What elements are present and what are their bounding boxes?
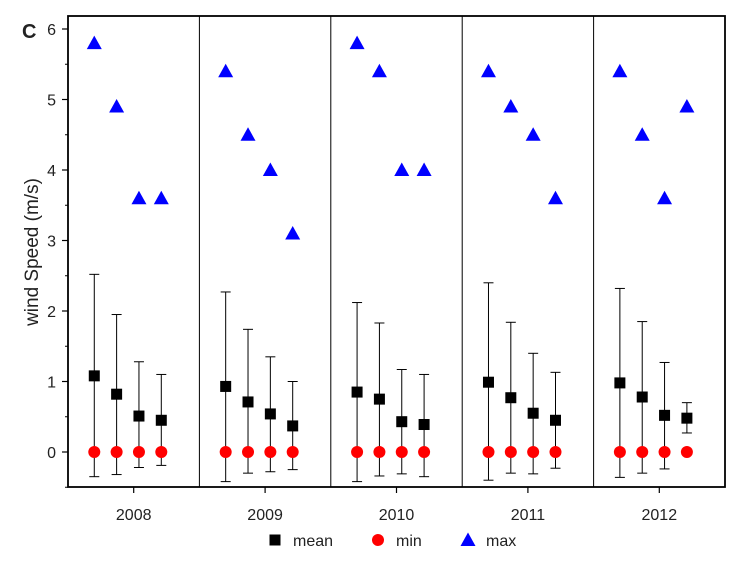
min-point — [504, 446, 517, 458]
y-axis-label: wind Speed (m/s) — [22, 178, 43, 327]
min-point — [286, 446, 299, 458]
mean-point — [614, 377, 626, 389]
max-point — [525, 127, 541, 141]
max-point — [634, 127, 650, 141]
mean-point — [527, 407, 539, 419]
legend-label-max: max — [486, 533, 516, 550]
mean-point — [242, 396, 254, 408]
min-point — [482, 446, 495, 458]
mean-point — [133, 410, 145, 422]
max-point — [131, 190, 147, 205]
min-point — [613, 446, 626, 458]
min-point — [636, 446, 649, 458]
mean-point — [287, 420, 299, 432]
y-tick-label: 1 — [47, 375, 56, 392]
max-point — [285, 225, 301, 240]
min-point — [549, 446, 562, 458]
x-tick-label: 2009 — [247, 507, 283, 524]
min-point — [132, 446, 145, 458]
mean-point — [659, 409, 671, 421]
plot-area: 0 1 2 3 4 5 6 2008 2009 2010 2011 2012 — [47, 15, 726, 524]
x-tick-label: 2012 — [642, 507, 678, 524]
legend-marker-min — [372, 534, 384, 546]
max-point — [262, 162, 278, 176]
max-point — [394, 162, 410, 176]
max-point — [679, 99, 695, 113]
max-point — [480, 63, 496, 78]
legend: mean min max — [269, 532, 516, 550]
x-tick-label: 2010 — [379, 507, 415, 524]
min-point — [658, 446, 671, 458]
min-point — [373, 446, 386, 458]
mean-point — [88, 370, 100, 382]
max-point — [612, 63, 628, 78]
panel-letter: C — [22, 21, 36, 43]
min-point — [395, 446, 408, 458]
min-point — [351, 446, 364, 458]
max-point — [371, 63, 387, 78]
y-tick-label: 0 — [47, 445, 56, 462]
min-point — [527, 446, 540, 458]
mean-point — [636, 391, 648, 403]
mean-point — [155, 414, 167, 426]
mean-point — [396, 416, 408, 428]
legend-label-mean: mean — [293, 533, 333, 550]
legend-marker-max — [460, 532, 476, 546]
max-point — [240, 127, 256, 141]
min-point — [88, 446, 101, 458]
max-point — [109, 99, 125, 113]
max-point — [547, 190, 563, 205]
mean-point — [418, 419, 430, 431]
y-tick-label: 2 — [47, 304, 56, 321]
mean-point — [505, 392, 517, 404]
max-point — [657, 190, 673, 205]
y-tick-label: 6 — [47, 22, 56, 39]
x-tick-label: 2011 — [511, 507, 546, 524]
x-tick-label: 2008 — [116, 507, 152, 524]
mean-point — [681, 412, 693, 424]
min-point — [155, 446, 168, 458]
min-point — [264, 446, 277, 458]
mean-point — [111, 388, 123, 400]
max-point — [153, 190, 169, 205]
mean-point — [351, 386, 363, 398]
y-tick-label: 4 — [47, 163, 56, 180]
max-point — [86, 35, 102, 50]
y-tick-label: 5 — [47, 93, 56, 110]
min-point — [242, 446, 255, 458]
min-point — [219, 446, 232, 458]
max-point — [218, 63, 234, 78]
mean-point — [482, 376, 494, 388]
mean-point — [264, 408, 276, 420]
mean-point — [373, 393, 385, 405]
min-point — [680, 446, 693, 458]
mean-point — [549, 414, 561, 426]
mean-point — [220, 380, 232, 392]
legend-marker-mean — [269, 534, 281, 546]
min-point — [110, 446, 123, 458]
min-point — [418, 446, 431, 458]
y-tick-label: 3 — [47, 234, 56, 251]
max-point — [349, 35, 365, 50]
max-point — [416, 162, 432, 176]
legend-label-min: min — [396, 533, 422, 550]
max-point — [503, 99, 519, 113]
